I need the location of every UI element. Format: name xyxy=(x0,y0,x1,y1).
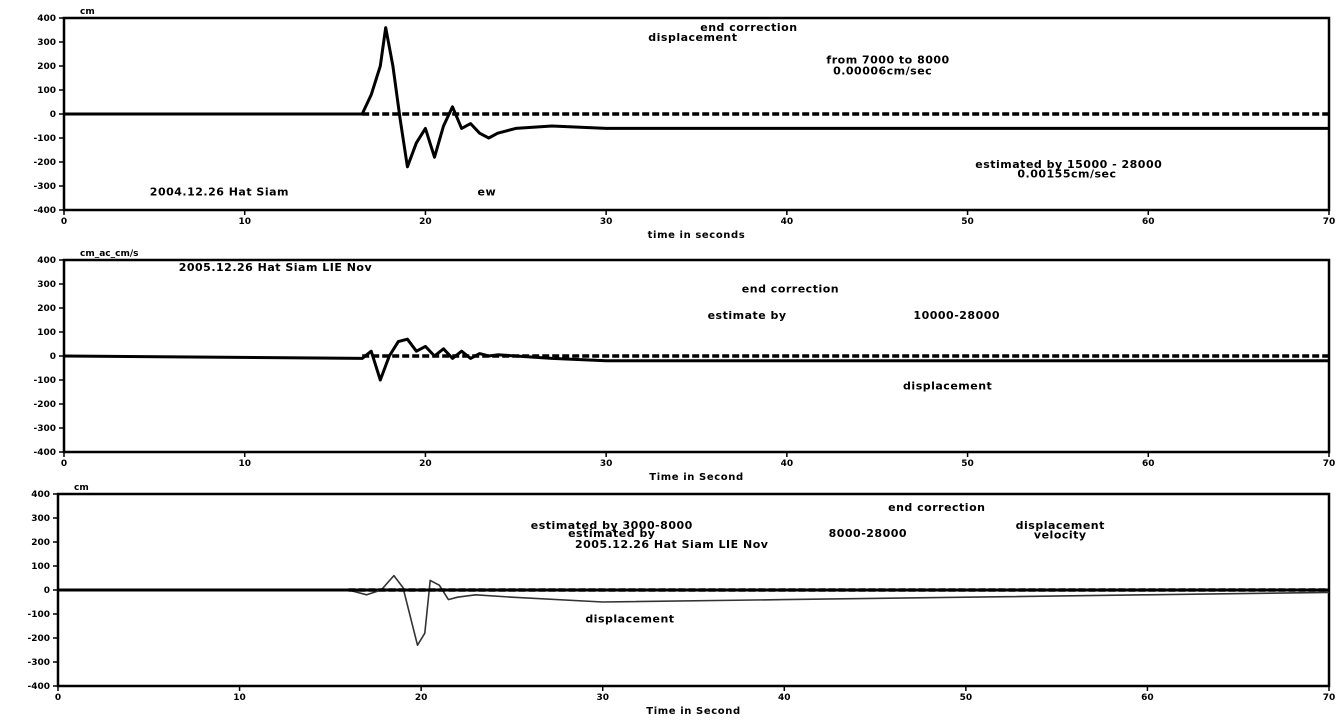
x-tick-label: 60 xyxy=(1142,459,1155,469)
y-tick-label: 300 xyxy=(37,38,56,48)
x-tick-label: 30 xyxy=(600,217,613,227)
annotation-label: velocity xyxy=(1034,528,1087,541)
x-axis-label: time in seconds xyxy=(648,230,746,241)
x-tick-label: 50 xyxy=(960,693,973,703)
annotation-label: estimated by 15000 - 28000 xyxy=(975,158,1162,171)
x-tick-label: 70 xyxy=(1323,217,1336,227)
y-tick-label: 100 xyxy=(37,86,56,96)
y-tick-label: -400 xyxy=(33,206,56,216)
x-tick-label: 20 xyxy=(415,693,428,703)
annotation-label: displacement xyxy=(585,612,674,625)
y-tick-label: -400 xyxy=(27,682,50,692)
annotation-label: 0.00155cm/sec xyxy=(1017,168,1116,181)
y-tick-label: -300 xyxy=(27,658,50,668)
annotation-label: from 7000 to 8000 xyxy=(826,54,949,67)
x-tick-label: 40 xyxy=(781,217,794,227)
x-tick-label: 60 xyxy=(1142,217,1155,227)
chart-panel-1: -400 -300 -200 -100 0 100 200 300 400 0 10 20 30 40 50… xyxy=(33,7,1335,241)
annotation-label: end correction xyxy=(742,282,839,295)
x-tick-label: 20 xyxy=(419,217,432,227)
annotation-label: displacement xyxy=(1016,519,1105,532)
x-tick-label: 40 xyxy=(778,693,791,703)
annotation-label: 2005.12.26 Hat Siam LIE Nov xyxy=(179,261,373,274)
annotation-label: estimate by xyxy=(708,309,787,322)
chart-panel-3: -400 -300 -200 -100 0 100 200 300 400 0 10 20 30 40 50… xyxy=(27,483,1335,717)
annotation-label: 0.00006cm/sec xyxy=(833,64,932,77)
unit-label: cm_ac_cm/s xyxy=(80,249,138,259)
x-tick-label: 30 xyxy=(596,693,609,703)
x-tick-label: 70 xyxy=(1323,693,1336,703)
annotation-label: 2005.12.26 Hat Siam LIE Nov xyxy=(575,538,769,551)
x-tick-label: 0 xyxy=(55,693,61,703)
annotation-label: displacement xyxy=(648,31,737,44)
annotation-label: end correction xyxy=(700,21,797,34)
x-tick-label: 40 xyxy=(781,459,794,469)
unit-label: cm xyxy=(74,483,89,493)
y-tick-label: 200 xyxy=(31,538,50,548)
y-tick-label: -100 xyxy=(33,376,56,386)
x-tick-label: 70 xyxy=(1323,459,1336,469)
series-line-1 xyxy=(63,337,1329,382)
y-tick-label: -100 xyxy=(27,610,50,620)
y-tick-label: -200 xyxy=(33,400,56,410)
y-tick-label: 0 xyxy=(50,110,56,120)
annotation-label: 10000-28000 xyxy=(913,309,1000,322)
y-tick-label: 300 xyxy=(37,280,56,290)
annotation-label: end correction xyxy=(888,501,985,514)
y-tick-label: 400 xyxy=(31,490,50,500)
y-tick-label: 0 xyxy=(50,352,56,362)
annotation-label: estimated by 3000-8000 xyxy=(531,519,693,532)
annotation-label: displacement xyxy=(903,380,992,393)
x-tick-label: 0 xyxy=(61,459,67,469)
unit-label: cm xyxy=(80,7,95,17)
annotation-label: estimated by xyxy=(568,527,655,540)
chart-panel-2: -400 -300 -200 -100 0 100 200 300 400 0 10 20 30 40 50… xyxy=(33,249,1335,483)
y-tick-label: -400 xyxy=(33,448,56,458)
y-tick-label: 200 xyxy=(37,62,56,72)
annotation-label: 2004.12.26 Hat Siam xyxy=(150,186,289,199)
y-tick-label: -100 xyxy=(33,134,56,144)
x-axis-label: Time in Second xyxy=(646,706,740,717)
y-tick-label: 300 xyxy=(31,514,50,524)
series-line-1 xyxy=(64,26,1329,169)
y-tick-label: -300 xyxy=(33,424,56,434)
annotation-label: 8000-28000 xyxy=(829,527,907,540)
x-tick-label: 20 xyxy=(419,459,432,469)
y-tick-label: -200 xyxy=(33,158,56,168)
x-tick-label: 0 xyxy=(61,217,67,227)
x-tick-label: 10 xyxy=(238,459,251,469)
y-tick-label: 100 xyxy=(31,562,50,572)
annotation-label: ew xyxy=(478,186,497,199)
y-tick-label: -200 xyxy=(27,634,50,644)
x-tick-label: 10 xyxy=(238,217,251,227)
x-tick-label: 10 xyxy=(233,693,246,703)
y-tick-label: 400 xyxy=(37,256,56,266)
x-tick-label: 60 xyxy=(1141,693,1154,703)
y-tick-label: 200 xyxy=(37,304,56,314)
y-tick-label: 0 xyxy=(44,586,50,596)
y-tick-label: 400 xyxy=(37,14,56,24)
x-axis-label: Time in Second xyxy=(649,472,743,483)
x-tick-label: 30 xyxy=(600,459,613,469)
x-tick-label: 50 xyxy=(961,217,974,227)
y-tick-label: -300 xyxy=(33,182,56,192)
series-line-2 xyxy=(348,574,1330,646)
x-tick-label: 50 xyxy=(961,459,974,469)
y-tick-label: 100 xyxy=(37,328,56,338)
